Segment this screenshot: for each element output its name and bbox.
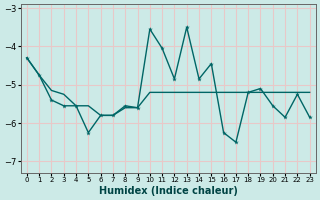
X-axis label: Humidex (Indice chaleur): Humidex (Indice chaleur) [99,186,238,196]
